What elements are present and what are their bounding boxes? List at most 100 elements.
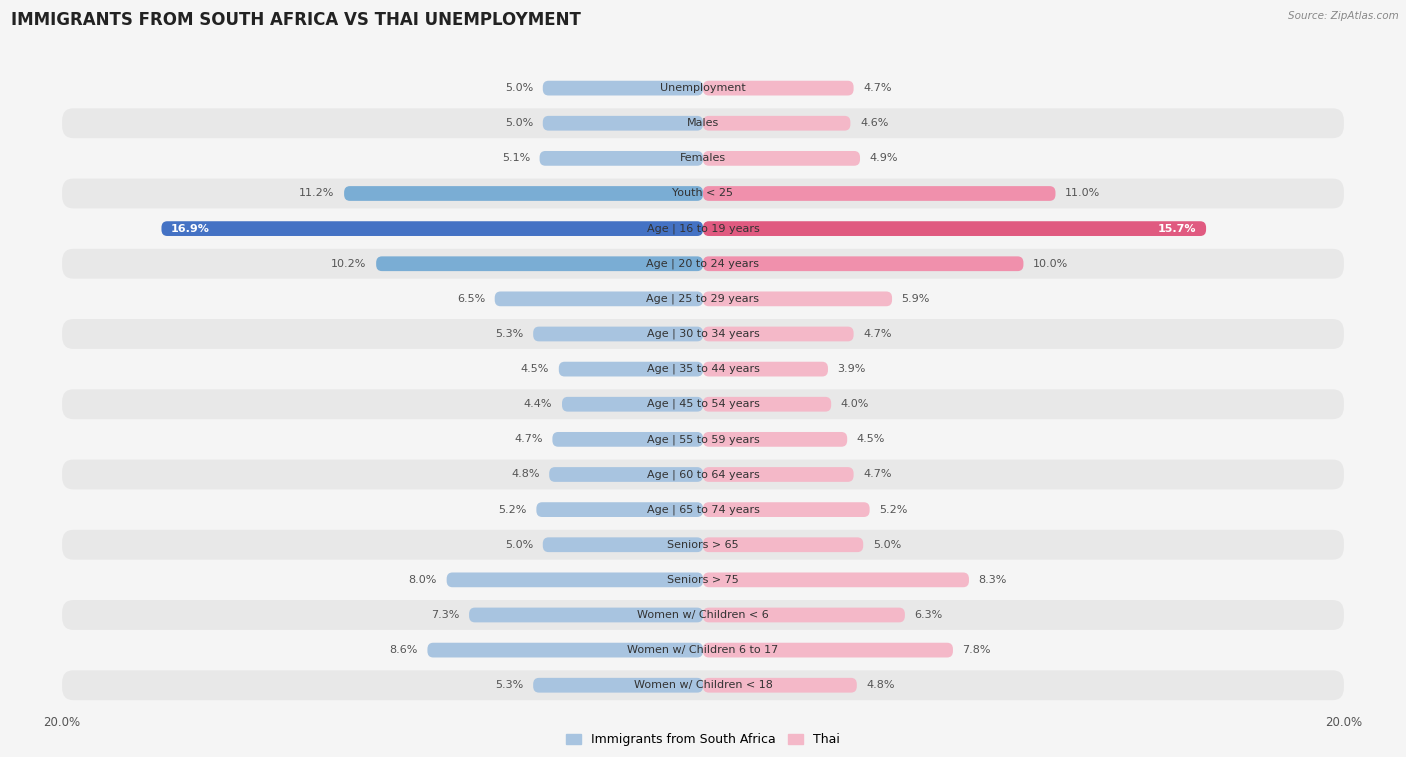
FancyBboxPatch shape bbox=[62, 249, 1344, 279]
FancyBboxPatch shape bbox=[558, 362, 703, 376]
Text: 4.8%: 4.8% bbox=[510, 469, 540, 479]
Legend: Immigrants from South Africa, Thai: Immigrants from South Africa, Thai bbox=[561, 728, 845, 752]
Text: Age | 30 to 34 years: Age | 30 to 34 years bbox=[647, 329, 759, 339]
FancyBboxPatch shape bbox=[62, 425, 1344, 454]
Text: Females: Females bbox=[681, 154, 725, 164]
Text: 5.1%: 5.1% bbox=[502, 154, 530, 164]
Text: 16.9%: 16.9% bbox=[172, 223, 209, 234]
FancyBboxPatch shape bbox=[550, 467, 703, 482]
FancyBboxPatch shape bbox=[703, 432, 848, 447]
FancyBboxPatch shape bbox=[543, 537, 703, 552]
Text: 4.7%: 4.7% bbox=[515, 435, 543, 444]
Text: Source: ZipAtlas.com: Source: ZipAtlas.com bbox=[1288, 11, 1399, 21]
FancyBboxPatch shape bbox=[62, 319, 1344, 349]
FancyBboxPatch shape bbox=[703, 467, 853, 482]
FancyBboxPatch shape bbox=[447, 572, 703, 587]
FancyBboxPatch shape bbox=[62, 530, 1344, 559]
FancyBboxPatch shape bbox=[703, 291, 891, 307]
Text: 8.0%: 8.0% bbox=[409, 575, 437, 585]
FancyBboxPatch shape bbox=[540, 151, 703, 166]
Text: 5.3%: 5.3% bbox=[495, 329, 523, 339]
Text: 15.7%: 15.7% bbox=[1159, 223, 1197, 234]
FancyBboxPatch shape bbox=[703, 221, 1206, 236]
Text: 5.0%: 5.0% bbox=[873, 540, 901, 550]
Text: Women w/ Children < 18: Women w/ Children < 18 bbox=[634, 681, 772, 690]
FancyBboxPatch shape bbox=[470, 608, 703, 622]
FancyBboxPatch shape bbox=[62, 565, 1344, 595]
Text: Age | 65 to 74 years: Age | 65 to 74 years bbox=[647, 504, 759, 515]
FancyBboxPatch shape bbox=[427, 643, 703, 658]
FancyBboxPatch shape bbox=[703, 397, 831, 412]
FancyBboxPatch shape bbox=[703, 643, 953, 658]
Text: Seniors > 65: Seniors > 65 bbox=[668, 540, 738, 550]
FancyBboxPatch shape bbox=[703, 81, 853, 95]
FancyBboxPatch shape bbox=[62, 143, 1344, 173]
Text: Women w/ Children < 6: Women w/ Children < 6 bbox=[637, 610, 769, 620]
FancyBboxPatch shape bbox=[703, 537, 863, 552]
Text: 4.8%: 4.8% bbox=[866, 681, 896, 690]
Text: 5.9%: 5.9% bbox=[901, 294, 929, 304]
FancyBboxPatch shape bbox=[533, 678, 703, 693]
FancyBboxPatch shape bbox=[344, 186, 703, 201]
FancyBboxPatch shape bbox=[62, 459, 1344, 490]
FancyBboxPatch shape bbox=[536, 502, 703, 517]
Text: 10.0%: 10.0% bbox=[1033, 259, 1069, 269]
FancyBboxPatch shape bbox=[62, 635, 1344, 665]
FancyBboxPatch shape bbox=[62, 284, 1344, 314]
FancyBboxPatch shape bbox=[703, 186, 1056, 201]
FancyBboxPatch shape bbox=[703, 362, 828, 376]
FancyBboxPatch shape bbox=[495, 291, 703, 307]
Text: 7.3%: 7.3% bbox=[432, 610, 460, 620]
Text: 5.0%: 5.0% bbox=[505, 118, 533, 128]
Text: 8.3%: 8.3% bbox=[979, 575, 1007, 585]
FancyBboxPatch shape bbox=[62, 213, 1344, 244]
FancyBboxPatch shape bbox=[703, 608, 905, 622]
FancyBboxPatch shape bbox=[703, 116, 851, 131]
FancyBboxPatch shape bbox=[62, 600, 1344, 630]
FancyBboxPatch shape bbox=[703, 257, 1024, 271]
FancyBboxPatch shape bbox=[533, 326, 703, 341]
Text: Males: Males bbox=[688, 118, 718, 128]
Text: 5.3%: 5.3% bbox=[495, 681, 523, 690]
FancyBboxPatch shape bbox=[62, 179, 1344, 208]
Text: 6.5%: 6.5% bbox=[457, 294, 485, 304]
FancyBboxPatch shape bbox=[543, 116, 703, 131]
Text: 4.6%: 4.6% bbox=[860, 118, 889, 128]
FancyBboxPatch shape bbox=[162, 221, 703, 236]
Text: Women w/ Children 6 to 17: Women w/ Children 6 to 17 bbox=[627, 645, 779, 655]
FancyBboxPatch shape bbox=[562, 397, 703, 412]
Text: Unemployment: Unemployment bbox=[661, 83, 745, 93]
FancyBboxPatch shape bbox=[703, 572, 969, 587]
FancyBboxPatch shape bbox=[703, 502, 870, 517]
Text: Seniors > 75: Seniors > 75 bbox=[666, 575, 740, 585]
Text: IMMIGRANTS FROM SOUTH AFRICA VS THAI UNEMPLOYMENT: IMMIGRANTS FROM SOUTH AFRICA VS THAI UNE… bbox=[11, 11, 581, 30]
Text: 5.0%: 5.0% bbox=[505, 83, 533, 93]
Text: Age | 35 to 44 years: Age | 35 to 44 years bbox=[647, 364, 759, 375]
FancyBboxPatch shape bbox=[62, 108, 1344, 139]
Text: 11.2%: 11.2% bbox=[299, 188, 335, 198]
FancyBboxPatch shape bbox=[703, 678, 856, 693]
Text: 4.7%: 4.7% bbox=[863, 469, 891, 479]
FancyBboxPatch shape bbox=[377, 257, 703, 271]
Text: Age | 60 to 64 years: Age | 60 to 64 years bbox=[647, 469, 759, 480]
Text: 4.0%: 4.0% bbox=[841, 399, 869, 410]
FancyBboxPatch shape bbox=[703, 151, 860, 166]
Text: 8.6%: 8.6% bbox=[389, 645, 418, 655]
Text: 11.0%: 11.0% bbox=[1066, 188, 1101, 198]
Text: Age | 25 to 29 years: Age | 25 to 29 years bbox=[647, 294, 759, 304]
Text: Age | 55 to 59 years: Age | 55 to 59 years bbox=[647, 434, 759, 444]
FancyBboxPatch shape bbox=[543, 81, 703, 95]
FancyBboxPatch shape bbox=[553, 432, 703, 447]
Text: Age | 45 to 54 years: Age | 45 to 54 years bbox=[647, 399, 759, 410]
FancyBboxPatch shape bbox=[62, 73, 1344, 103]
Text: Age | 16 to 19 years: Age | 16 to 19 years bbox=[647, 223, 759, 234]
Text: 4.4%: 4.4% bbox=[524, 399, 553, 410]
FancyBboxPatch shape bbox=[62, 354, 1344, 384]
Text: 5.2%: 5.2% bbox=[879, 505, 908, 515]
Text: Youth < 25: Youth < 25 bbox=[672, 188, 734, 198]
Text: 7.8%: 7.8% bbox=[963, 645, 991, 655]
Text: Age | 20 to 24 years: Age | 20 to 24 years bbox=[647, 258, 759, 269]
Text: 4.7%: 4.7% bbox=[863, 329, 891, 339]
FancyBboxPatch shape bbox=[62, 494, 1344, 525]
FancyBboxPatch shape bbox=[703, 326, 853, 341]
